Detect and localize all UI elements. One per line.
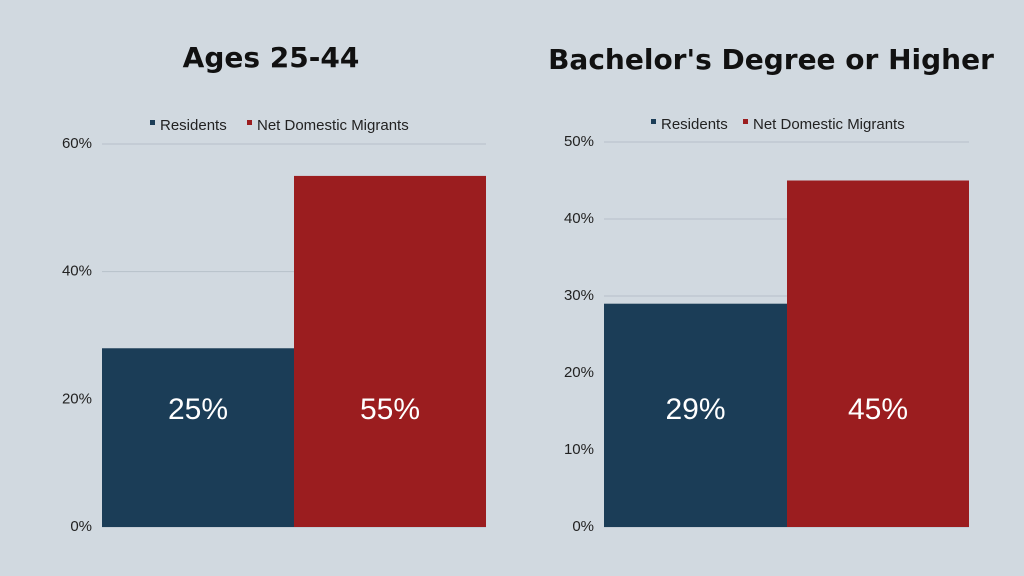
legend-label-0-1: Net Domestic Migrants — [257, 117, 409, 134]
chart-title-0: Ages 25-44 — [183, 41, 360, 74]
bar-label-0-0: 25% — [168, 393, 228, 426]
tick-label-0-1: 20% — [62, 390, 92, 407]
tick-label-0-0: 0% — [70, 518, 92, 535]
tick-label-1-3: 30% — [564, 287, 594, 304]
bar-1-1 — [787, 180, 969, 527]
tick-label-1-5: 50% — [564, 133, 594, 150]
legend-label-0-0: Residents — [160, 117, 227, 134]
bar-label-1-1: 45% — [848, 393, 908, 426]
legend-swatch-0-0 — [150, 120, 155, 125]
tick-label-1-4: 40% — [564, 210, 594, 227]
bar-label-1-0: 29% — [665, 393, 725, 426]
bar-label-0-1: 55% — [360, 393, 420, 426]
tick-label-1-0: 0% — [572, 518, 594, 535]
tick-label-1-1: 10% — [564, 441, 594, 458]
tick-label-0-2: 40% — [62, 263, 92, 280]
tick-label-0-3: 60% — [62, 135, 92, 152]
legend-label-1-0: Residents — [661, 116, 728, 133]
legend-swatch-1-1 — [743, 119, 748, 124]
bar-0-0 — [102, 348, 294, 527]
legend-swatch-1-0 — [651, 119, 656, 124]
chart-title-1: Bachelor's Degree or Higher — [548, 43, 994, 76]
tick-label-1-2: 20% — [564, 364, 594, 381]
legend-swatch-0-1 — [247, 120, 252, 125]
bar-1-0 — [604, 303, 787, 527]
legend-label-1-1: Net Domestic Migrants — [753, 116, 905, 133]
bar-0-1 — [294, 175, 486, 527]
